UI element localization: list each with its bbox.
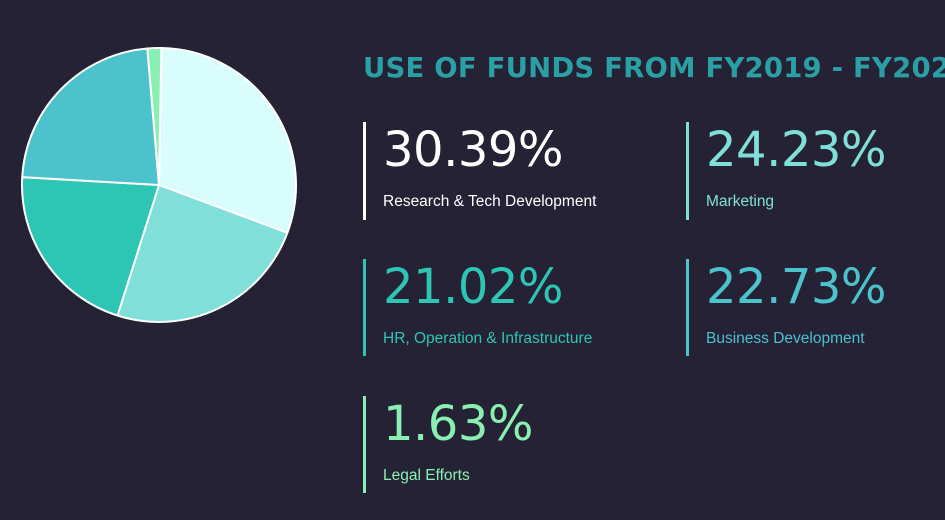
stat-legal-efforts: 1.63% Legal Efforts xyxy=(363,396,533,493)
pie-slice-legal-efforts xyxy=(146,47,163,186)
pie-slice-hr-operation-infrastructure xyxy=(21,176,160,317)
stat-label: Research & Tech Development xyxy=(383,193,597,210)
stat-value: 22.73% xyxy=(706,259,887,315)
stat-marketing: 24.23% Marketing xyxy=(686,122,887,220)
stat-value: 1.63% xyxy=(383,396,533,452)
stat-label: HR, Operation & Infrastructure xyxy=(383,330,593,347)
pie-chart xyxy=(21,47,297,323)
stat-value: 24.23% xyxy=(706,122,887,178)
stat-research-tech: 30.39% Research & Tech Development xyxy=(363,122,596,220)
pie-slice-business-development xyxy=(21,47,160,186)
pie-slice-marketing xyxy=(116,184,289,323)
stat-label: Marketing xyxy=(706,193,775,210)
chart-title: USE OF FUNDS FROM FY2019 - FY2023 xyxy=(363,52,945,84)
pie-slice-research-tech-development xyxy=(158,47,297,234)
stat-label: Legal Efforts xyxy=(383,467,470,484)
stat-value: 21.02% xyxy=(383,259,564,315)
stat-hr-operation: 21.02% HR, Operation & Infrastructure xyxy=(363,259,592,356)
stat-label: Business Development xyxy=(706,330,865,347)
stat-business-development: 22.73% Business Development xyxy=(686,259,887,356)
stat-value: 30.39% xyxy=(383,122,564,178)
